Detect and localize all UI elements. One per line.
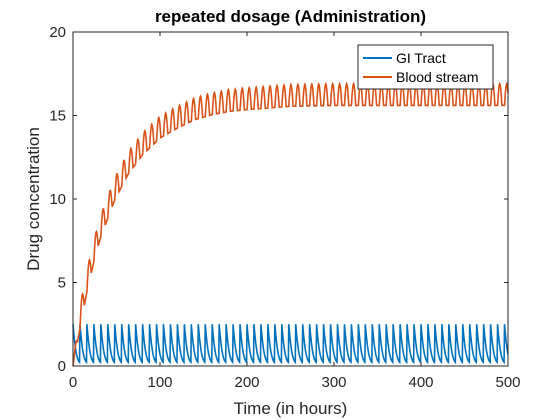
y-axis-label: Drug concentration <box>24 127 43 271</box>
x-axis-ticks: 0 100 200 300 400 500 <box>69 32 521 391</box>
x-tick-label: 500 <box>495 374 520 391</box>
x-tick-label: 400 <box>408 374 433 391</box>
x-axis-label: Time (in hours) <box>234 399 348 418</box>
legend-entry-gi-tract: GI Tract <box>396 50 446 66</box>
chart-title: repeated dosage (Administration) <box>155 7 426 26</box>
legend: GI Tract Blood stream <box>357 44 494 90</box>
x-tick-label: 100 <box>147 374 172 391</box>
y-tick-label: 10 <box>49 191 66 208</box>
x-tick-label: 200 <box>234 374 259 391</box>
y-tick-label: 5 <box>58 275 66 292</box>
y-tick-label: 0 <box>58 358 66 375</box>
legend-entry-blood-stream: Blood stream <box>396 69 478 85</box>
y-tick-label: 15 <box>49 108 66 125</box>
x-tick-label: 0 <box>69 374 77 391</box>
series-line-gi-tract <box>72 324 509 365</box>
plot-lines <box>72 81 509 367</box>
y-tick-label: 20 <box>49 24 66 41</box>
y-axis-ticks: 0 5 10 15 20 <box>49 24 508 375</box>
legend-box <box>357 44 494 90</box>
series-line-blood-stream <box>72 81 509 367</box>
x-tick-label: 300 <box>321 374 346 391</box>
